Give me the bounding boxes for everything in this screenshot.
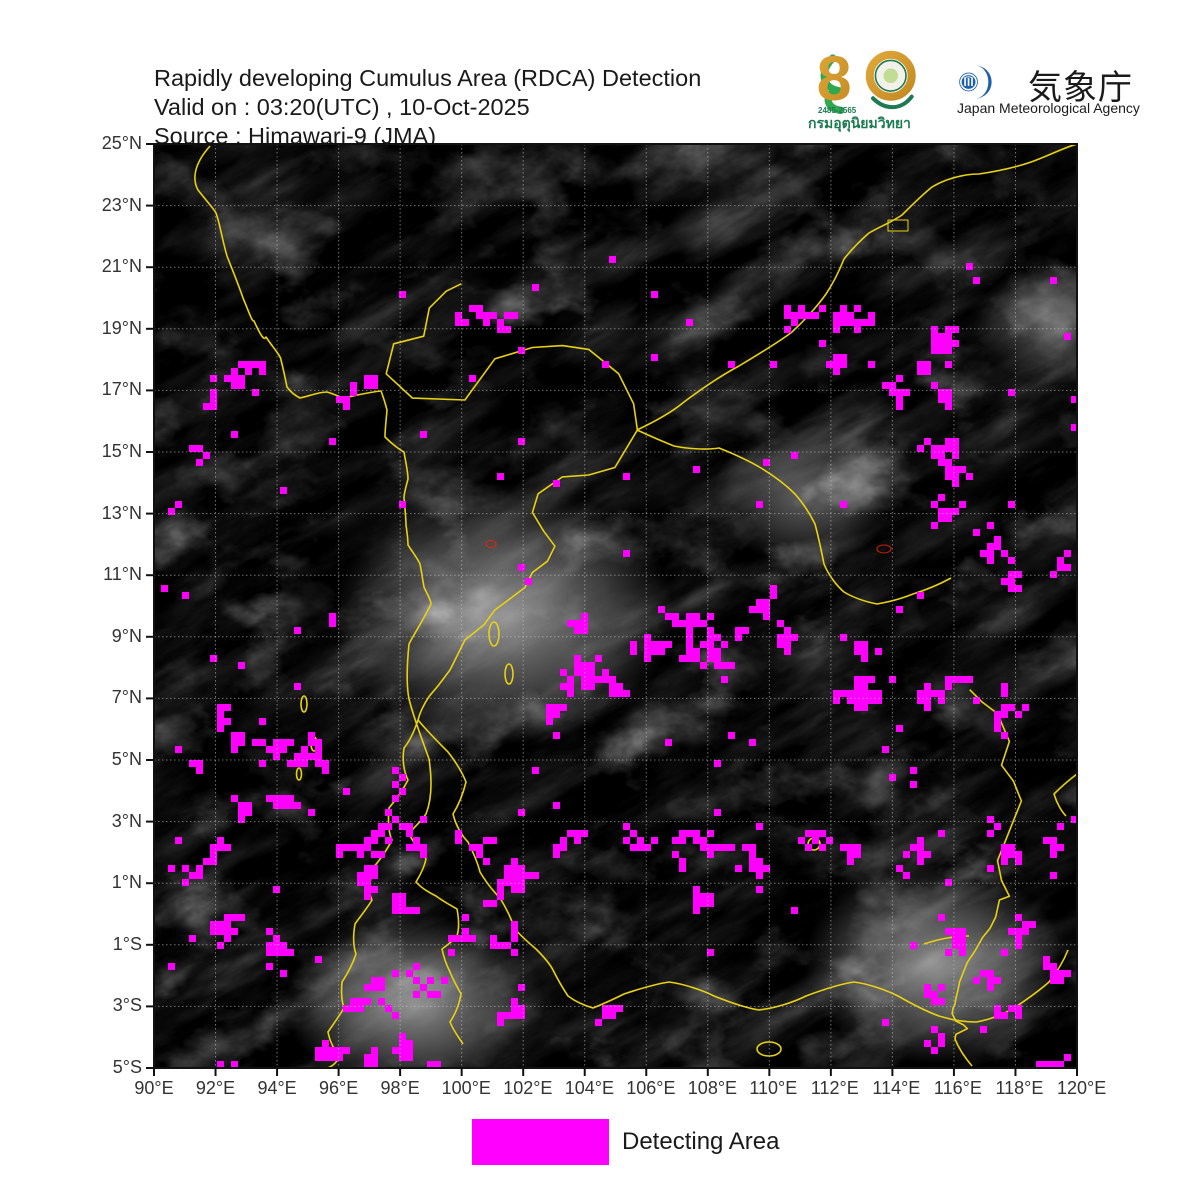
svg-text:8: 8	[817, 50, 852, 114]
